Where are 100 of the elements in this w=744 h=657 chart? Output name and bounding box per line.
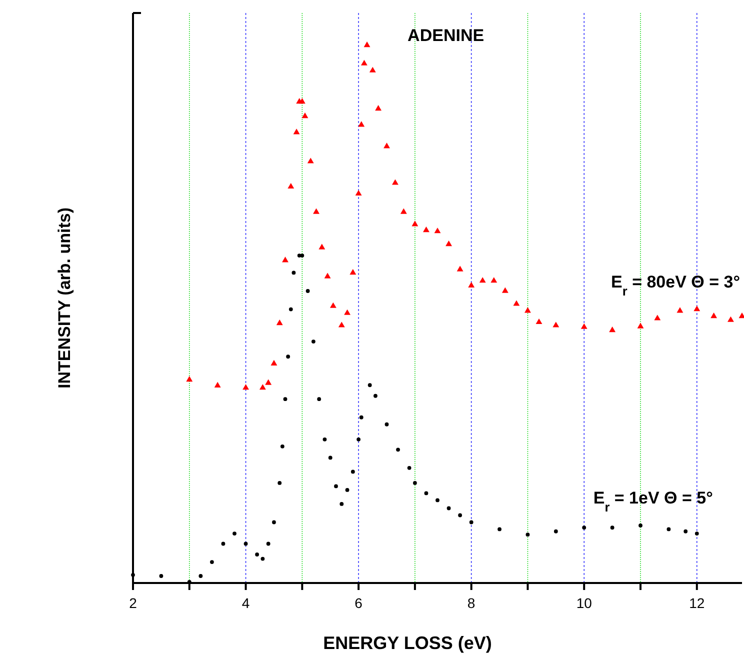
point: [490, 277, 498, 283]
point: [396, 448, 400, 452]
point: [424, 491, 428, 496]
point: [330, 302, 336, 308]
series-label: E$_{r}$ = 1eV Θ = 5°: [593, 488, 714, 514]
point: [232, 532, 236, 536]
point: [609, 326, 616, 332]
point: [311, 340, 316, 344]
point: [338, 322, 345, 328]
point: [340, 502, 344, 506]
point: [270, 360, 278, 366]
point: [358, 121, 365, 127]
point: [375, 104, 382, 111]
point: [293, 128, 300, 134]
point: [610, 526, 614, 530]
point: [288, 182, 294, 189]
y-axis-title: INTENSITY (arb. units): [55, 207, 74, 389]
x-tick-label: 12: [689, 595, 705, 611]
point: [364, 42, 370, 48]
point: [580, 323, 588, 329]
point: [456, 266, 464, 272]
point: [292, 270, 296, 275]
point: [288, 307, 293, 312]
point: [355, 190, 362, 196]
point: [307, 158, 314, 164]
point: [446, 240, 452, 246]
point: [666, 527, 671, 532]
point: [272, 520, 276, 524]
point: [374, 394, 378, 398]
point: [434, 228, 441, 234]
x-tick-label: 6: [354, 595, 363, 611]
point: [524, 307, 531, 313]
point: [384, 142, 390, 148]
x-tick-label: 4: [242, 595, 250, 611]
point: [368, 383, 372, 388]
point: [328, 456, 332, 460]
point: [265, 379, 272, 385]
point: [280, 444, 284, 448]
point: [286, 354, 290, 359]
point: [654, 314, 661, 320]
point: [306, 289, 310, 293]
point: [283, 397, 288, 402]
point: [317, 397, 322, 402]
point: [458, 513, 462, 518]
point: [502, 287, 508, 293]
point: [738, 312, 744, 318]
point: [400, 208, 407, 214]
point: [278, 481, 282, 485]
point: [694, 532, 699, 536]
point: [298, 98, 306, 104]
point: [300, 254, 304, 258]
point: [131, 572, 135, 577]
point: [728, 316, 734, 322]
point: [302, 112, 308, 118]
point: [638, 524, 642, 528]
point: [412, 220, 418, 226]
x-tick-label: 8: [467, 595, 476, 611]
point: [210, 560, 214, 564]
point: [255, 552, 260, 556]
point: [412, 481, 417, 485]
point: [392, 179, 398, 185]
point: [469, 520, 474, 524]
x-tick-label: 10: [576, 595, 592, 611]
point: [498, 527, 502, 532]
point: [436, 498, 440, 502]
chart-title: ADENINE: [408, 26, 484, 45]
point: [318, 244, 326, 250]
point: [446, 506, 451, 510]
point: [276, 320, 283, 326]
point: [676, 307, 684, 313]
point: [407, 466, 412, 470]
point: [384, 422, 389, 426]
point: [684, 529, 688, 534]
point: [360, 60, 368, 66]
point: [694, 306, 700, 312]
point: [322, 437, 327, 442]
point: [344, 309, 350, 315]
point: [356, 437, 361, 442]
point: [526, 532, 530, 537]
point: [582, 526, 586, 530]
point: [260, 556, 265, 561]
point: [350, 269, 356, 275]
x-tick-label: 2: [129, 595, 138, 611]
point: [554, 529, 558, 534]
point: [468, 282, 475, 288]
point: [282, 256, 288, 262]
point: [513, 300, 520, 306]
point: [536, 318, 542, 324]
point: [214, 382, 221, 388]
point: [369, 66, 376, 72]
point: [710, 312, 718, 318]
point: [350, 470, 355, 474]
point: [334, 484, 338, 488]
point: [479, 277, 486, 283]
point: [198, 574, 203, 578]
point: [324, 272, 331, 278]
point: [552, 322, 560, 328]
point: [186, 376, 193, 382]
point: [259, 384, 266, 390]
point: [159, 574, 164, 578]
